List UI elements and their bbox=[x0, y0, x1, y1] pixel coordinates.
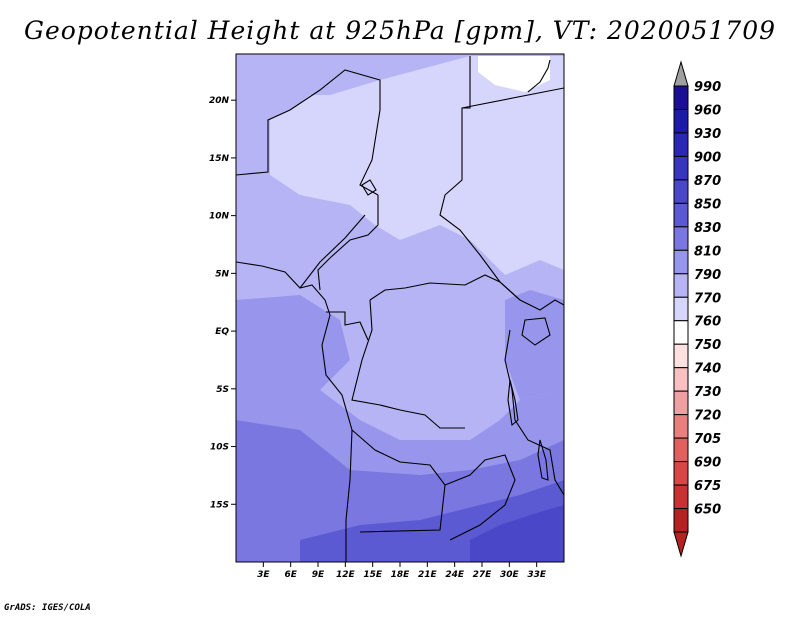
colorbar-swatch bbox=[673, 108, 689, 134]
colorbar-label: 960 bbox=[694, 103, 721, 118]
border-east-africa bbox=[499, 281, 564, 311]
lat-tick-label: 10N bbox=[209, 212, 230, 222]
colorbar-label: 750 bbox=[694, 338, 721, 353]
border-angola bbox=[351, 429, 446, 533]
colorbar-label: 650 bbox=[694, 503, 721, 518]
colorbar-bottom-triangle bbox=[673, 531, 689, 558]
lon-tick-label: 21E bbox=[418, 570, 438, 580]
colorbar-swatch bbox=[673, 296, 689, 322]
lake-tanganyika-outline bbox=[507, 379, 519, 427]
coastline-west-africa bbox=[236, 261, 353, 562]
grads-credit: GrADS: IGES/COLA bbox=[4, 603, 91, 613]
lon-tick-label: 9E bbox=[312, 570, 325, 580]
colorbar-swatch bbox=[673, 367, 689, 392]
colorbar-swatch bbox=[673, 461, 689, 486]
lon-tick-label: 33E bbox=[527, 570, 547, 580]
border-car-drc bbox=[369, 274, 521, 301]
colorbar-label: 760 bbox=[694, 315, 721, 330]
colorbar-label: 810 bbox=[694, 244, 721, 259]
lake-malawi-outline bbox=[537, 439, 549, 481]
field-region-northwest-mid bbox=[236, 54, 350, 175]
colorbar-swatch bbox=[673, 155, 689, 181]
colorbar-label: 850 bbox=[694, 197, 721, 212]
colorbar-swatch bbox=[673, 508, 689, 533]
country-borders bbox=[236, 56, 564, 562]
lon-tick-label: 12E bbox=[336, 570, 356, 580]
colorbar-swatch bbox=[673, 179, 689, 204]
border-gabon bbox=[326, 311, 369, 341]
colorbar-swatch bbox=[673, 414, 689, 439]
height-field bbox=[236, 54, 564, 562]
colorbar-swatch bbox=[673, 343, 689, 369]
map-title: Geopotential Height at 925hPa [gpm], VT:… bbox=[23, 16, 777, 45]
colorbar-swatch bbox=[673, 249, 689, 275]
colorbar-swatch bbox=[673, 273, 689, 298]
colorbar-label: 675 bbox=[694, 479, 721, 494]
lon-tick-label: 15E bbox=[363, 570, 383, 580]
colorbar-swatch bbox=[673, 202, 689, 228]
colorbar-swatch bbox=[673, 132, 689, 157]
lon-tick-label: 30E bbox=[500, 570, 520, 580]
colorbar-label: 990 bbox=[694, 80, 721, 95]
colorbar-swatch bbox=[673, 484, 689, 510]
lat-tick-label: 15S bbox=[210, 500, 229, 510]
colorbar-swatch bbox=[673, 320, 689, 345]
border-nigeria-cameroon bbox=[299, 214, 366, 289]
border-ethiopia-sudan bbox=[461, 87, 564, 109]
colorbar-swatch bbox=[673, 390, 689, 416]
lat-tick-label: 5N bbox=[215, 269, 229, 279]
colorbar-swatch bbox=[673, 226, 689, 251]
colorbar-label: 770 bbox=[694, 291, 721, 306]
longitude-axis: 3E 6E 9E 12E 15E 18E 21E 24E 27E 30E 33E bbox=[257, 562, 547, 580]
lat-tick-label: 15N bbox=[209, 154, 230, 164]
lon-tick-label: 6E bbox=[284, 570, 297, 580]
colorbar-label: 740 bbox=[694, 362, 721, 377]
colorbar-label: 720 bbox=[694, 409, 721, 424]
field-region-northeast-white bbox=[478, 56, 550, 92]
latitude-axis: 20N 15N 10N 5N EQ 5S 10S 15S bbox=[209, 96, 236, 510]
field-region-north-light bbox=[270, 56, 564, 275]
colorbar-top-triangle bbox=[673, 60, 689, 87]
colorbar-swatch bbox=[673, 85, 689, 110]
colorbar-label: 830 bbox=[694, 221, 721, 236]
lon-tick-label: 24E bbox=[445, 570, 465, 580]
lon-tick-label: 3E bbox=[257, 570, 270, 580]
red-sea-coast bbox=[527, 59, 551, 93]
lat-tick-label: EQ bbox=[215, 327, 229, 337]
colorbar-label: 900 bbox=[694, 150, 721, 165]
field-region-southeast-deep bbox=[470, 505, 564, 562]
border-chad-car bbox=[317, 195, 379, 291]
lat-tick-label: 10S bbox=[210, 443, 229, 453]
lake-chad-outline bbox=[361, 179, 377, 196]
colorbar-label: 690 bbox=[694, 456, 721, 471]
border-zambia bbox=[444, 454, 516, 541]
border-sahel bbox=[236, 69, 381, 196]
colorbar-label: 930 bbox=[694, 127, 721, 142]
colorbar-label: 730 bbox=[694, 385, 721, 400]
colorbar-label: 870 bbox=[694, 174, 721, 189]
lon-tick-label: 27E bbox=[473, 570, 493, 580]
lake-victoria-outline bbox=[521, 317, 551, 346]
colorbar: 990 960 930 900 870 850 830 810 790 770 760 750 740 7… bbox=[673, 60, 721, 558]
border-libya-sudan bbox=[439, 56, 501, 283]
lat-tick-label: 20N bbox=[209, 96, 230, 106]
colorbar-swatch bbox=[673, 437, 689, 463]
border-great-lakes bbox=[504, 329, 564, 496]
lat-tick-label: 5S bbox=[216, 385, 229, 395]
colorbar-label: 705 bbox=[694, 432, 721, 447]
colorbar-label: 790 bbox=[694, 268, 721, 283]
border-congo-drc bbox=[351, 299, 465, 429]
lon-tick-label: 18E bbox=[391, 570, 411, 580]
